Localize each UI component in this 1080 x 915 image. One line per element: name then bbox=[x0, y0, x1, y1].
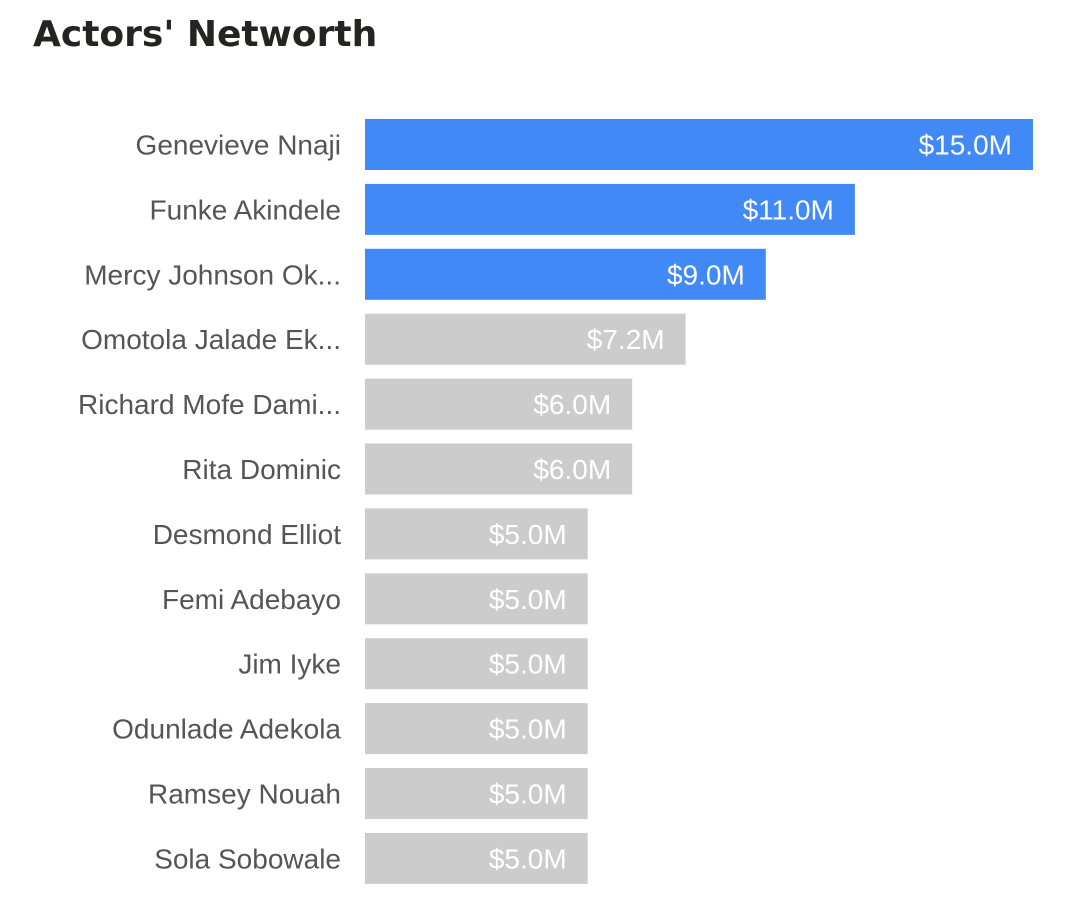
bars-layer: Genevieve Nnaji $15.0M Funke Akindele $11.0… bbox=[78, 119, 1033, 884]
chart-title: Actors' Networth bbox=[33, 14, 378, 55]
category-label: Funke Akindele bbox=[150, 194, 341, 225]
data-label: $9.0M bbox=[667, 259, 745, 290]
bar-row: Ramsey Nouah $5.0M bbox=[148, 768, 588, 819]
data-label: $15.0M bbox=[919, 130, 1012, 161]
bar-row: Odunlade Adekola $5.0M bbox=[112, 703, 588, 755]
bar[interactable] bbox=[365, 703, 588, 755]
data-label: $5.0M bbox=[489, 649, 567, 680]
bar[interactable] bbox=[365, 638, 588, 690]
bar[interactable] bbox=[365, 443, 633, 495]
data-label: $11.0M bbox=[743, 194, 834, 225]
bar[interactable] bbox=[365, 832, 588, 884]
data-label: $5.0M bbox=[489, 714, 567, 745]
bar[interactable] bbox=[365, 768, 588, 819]
bar[interactable] bbox=[365, 508, 588, 560]
category-label: Genevieve Nnaji bbox=[136, 130, 341, 161]
bar[interactable] bbox=[365, 183, 855, 235]
data-label: $6.0M bbox=[533, 454, 611, 485]
bar-row: Mercy Johnson Ok... $9.0M bbox=[84, 248, 766, 300]
data-label: $7.2M bbox=[587, 324, 665, 355]
category-label: Mercy Johnson Ok... bbox=[84, 259, 341, 290]
bar-row: Genevieve Nnaji $15.0M bbox=[136, 119, 1033, 170]
category-label: Femi Adebayo bbox=[162, 584, 341, 615]
bar[interactable] bbox=[365, 119, 1033, 170]
category-label: Jim Iyke bbox=[238, 649, 341, 680]
bar-row: Desmond Elliot $5.0M bbox=[153, 508, 588, 560]
bar-row: Femi Adebayo $5.0M bbox=[162, 573, 588, 625]
bar[interactable] bbox=[365, 378, 633, 430]
category-label: Desmond Elliot bbox=[153, 519, 342, 550]
bar-row: Richard Mofe Dami... $6.0M bbox=[78, 378, 633, 430]
bar[interactable] bbox=[365, 248, 766, 300]
bar-row: Omotola Jalade Ek... $7.2M bbox=[81, 313, 686, 365]
category-label: Omotola Jalade Ek... bbox=[81, 324, 341, 355]
category-label: Sola Sobowale bbox=[154, 843, 341, 874]
category-label: Odunlade Adekola bbox=[112, 714, 341, 745]
bar[interactable] bbox=[365, 313, 686, 365]
bar-row: Rita Dominic $6.0M bbox=[182, 443, 633, 495]
data-label: $6.0M bbox=[533, 389, 611, 420]
category-label: Ramsey Nouah bbox=[148, 779, 341, 810]
bar-row: Funke Akindele $11.0M bbox=[150, 183, 855, 235]
data-label: $5.0M bbox=[489, 519, 567, 550]
bar[interactable] bbox=[365, 573, 588, 625]
data-label: $5.0M bbox=[489, 843, 567, 874]
bar-row: Sola Sobowale $5.0M bbox=[154, 832, 588, 884]
data-label: $5.0M bbox=[489, 779, 567, 810]
category-label: Richard Mofe Dami... bbox=[78, 389, 341, 420]
bar-row: Jim Iyke $5.0M bbox=[238, 638, 588, 690]
category-label: Rita Dominic bbox=[182, 454, 341, 485]
data-label: $5.0M bbox=[489, 584, 567, 615]
